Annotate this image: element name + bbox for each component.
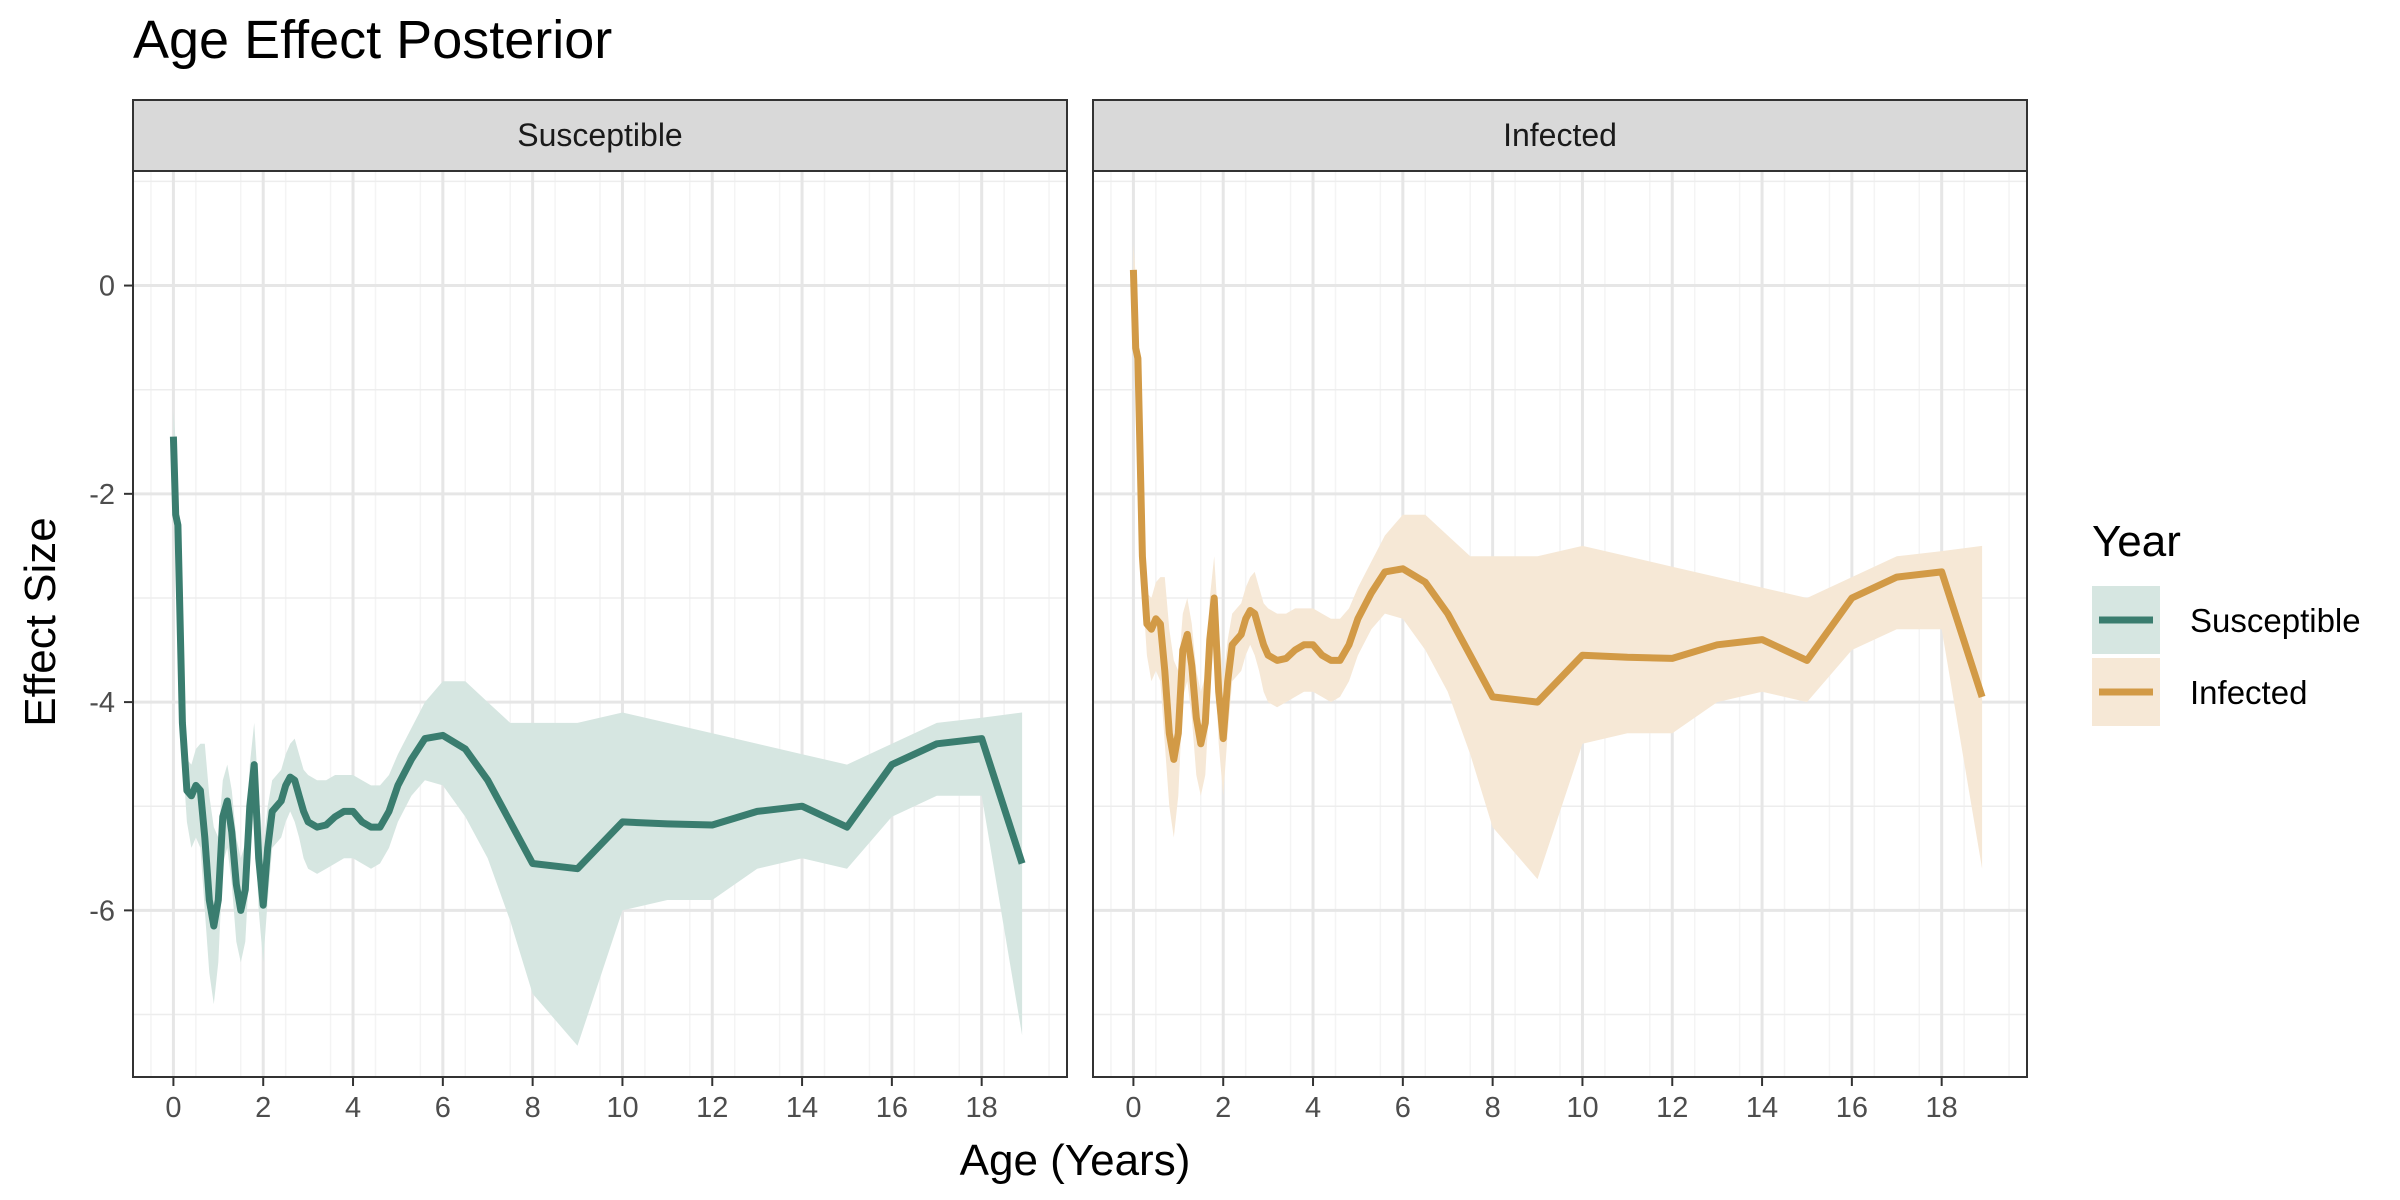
panel-susceptible: Susceptible 0 2 4 6 8 10 12 14 16 18 0 -2 -4 -6: [89, 99, 1068, 1124]
series-line: [1129, 269, 1986, 763]
y-tick-label: -2: [89, 479, 115, 511]
x-tick-label: 14: [1746, 1092, 1778, 1124]
panel-infected: Infected 0 2 4 6 8 10 12 14 16 18: [1092, 99, 2028, 1124]
x-tick-label: 2: [255, 1092, 271, 1124]
x-tick-label: 4: [345, 1092, 361, 1124]
x-tick-label: 6: [435, 1092, 451, 1124]
x-tick-label: 0: [165, 1092, 181, 1124]
x-tick-label: 14: [786, 1092, 818, 1124]
x-tick-label: 10: [1566, 1092, 1598, 1124]
chart-title: Age Effect Posterior: [133, 10, 612, 70]
x-tick-label: 4: [1305, 1092, 1321, 1124]
x-tick-label: 12: [696, 1092, 728, 1124]
y-tick-label: 0: [99, 271, 115, 303]
x-tick-label: 16: [876, 1092, 908, 1124]
x-tick-label: 12: [1656, 1092, 1688, 1124]
facet-strip-label: Infected: [1503, 117, 1617, 153]
legend-label: Susceptible: [2190, 602, 2361, 639]
x-tick-label: 6: [1395, 1092, 1411, 1124]
x-tick-label: 10: [606, 1092, 638, 1124]
credible-band: [173, 410, 1023, 1046]
legend: Year Susceptible Infected: [2092, 517, 2361, 726]
legend-entry-susceptible: Susceptible: [2092, 586, 2361, 654]
x-tick-label: 16: [1836, 1092, 1868, 1124]
facet-strip-label: Susceptible: [517, 117, 682, 153]
series-line: [169, 436, 1026, 930]
x-tick-label: 18: [1926, 1092, 1958, 1124]
x-tick-label: 8: [1485, 1092, 1501, 1124]
y-tick-label: -6: [89, 895, 115, 927]
x-tick-label: 0: [1125, 1092, 1141, 1124]
credible-band: [1133, 243, 1983, 880]
x-tick-label: 8: [525, 1092, 541, 1124]
legend-title: Year: [2092, 517, 2181, 566]
y-axis-title: Effect Size: [16, 517, 65, 727]
y-tick-label: -4: [89, 687, 115, 719]
x-axis-title: Age (Years): [960, 1136, 1191, 1185]
x-tick-label: 2: [1215, 1092, 1231, 1124]
facet-strip: [132, 99, 1068, 172]
legend-entry-infected: Infected: [2092, 658, 2307, 726]
legend-label: Infected: [2190, 674, 2307, 711]
x-tick-label: 18: [966, 1092, 998, 1124]
facet-strip: [1092, 99, 2028, 172]
